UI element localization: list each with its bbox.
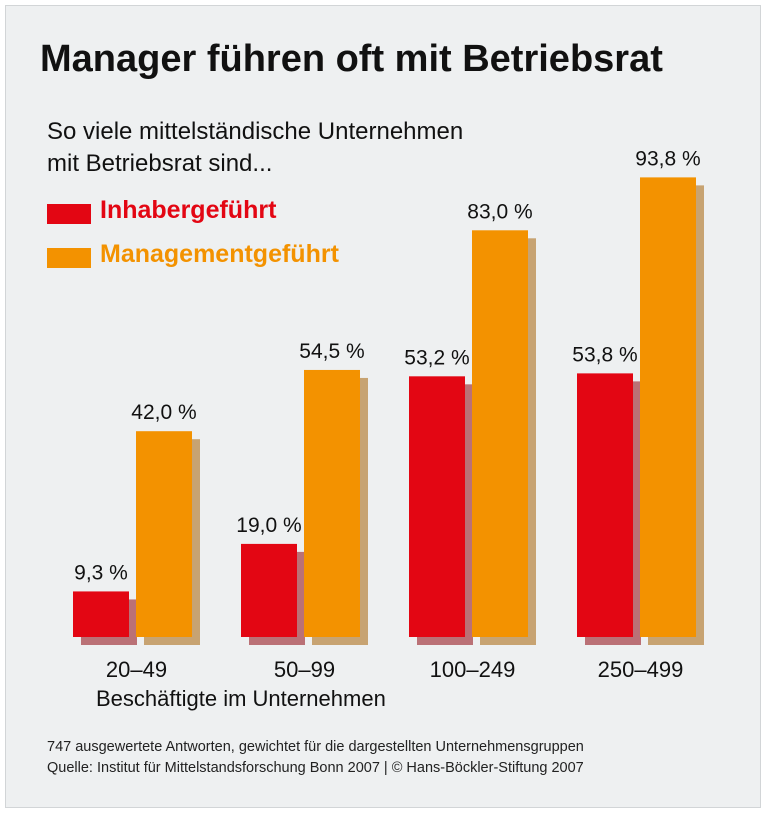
bar-managementgefuehrt <box>136 431 192 637</box>
bar-managementgefuehrt <box>640 177 696 637</box>
data-label: 42,0 % <box>131 401 196 424</box>
data-label: 54,5 % <box>299 340 364 363</box>
bar-inhabergefuehrt <box>241 543 297 637</box>
x-axis-title: Beschäftigte im Unternehmen <box>96 686 386 711</box>
chart-subtitle: So viele mittelständische Unternehmen mi… <box>47 116 463 180</box>
subtitle-line: So viele mittelständische Unternehmen <box>47 118 464 145</box>
footnote: 747 ausgewertete Antworten, gewichtet fü… <box>47 737 584 779</box>
x-tick-label: 50–99 <box>274 657 335 682</box>
legend-swatch-orange <box>47 248 91 268</box>
bar-managementgefuehrt <box>472 230 528 638</box>
data-label: 53,8 % <box>572 343 637 366</box>
x-tick-label: 250–499 <box>598 657 684 682</box>
data-label: 83,0 % <box>467 200 532 223</box>
legend-label: Inhabergeführt <box>100 196 277 224</box>
x-tick-label: 20–49 <box>106 657 167 682</box>
data-label: 19,0 % <box>236 514 301 537</box>
footnote-line: 747 ausgewertete Antworten, gewichtet fü… <box>47 739 584 755</box>
subtitle-line: mit Betriebsrat sind... <box>47 150 273 177</box>
data-label: 53,2 % <box>404 346 469 369</box>
data-label: 9,3 % <box>74 561 128 584</box>
bar-inhabergefuehrt <box>577 373 633 637</box>
legend-label: Managementgeführt <box>100 240 339 268</box>
chart-title: Manager führen oft mit Betriebsrat <box>40 38 663 80</box>
bar-managementgefuehrt <box>304 369 360 637</box>
footnote-line: Quelle: Institut für Mittelstandsforschu… <box>47 760 584 776</box>
bar-inhabergefuehrt <box>73 591 129 637</box>
x-tick-label: 100–249 <box>430 657 516 682</box>
legend-swatch-red <box>47 204 91 224</box>
data-label: 93,8 % <box>635 147 700 170</box>
bar-inhabergefuehrt <box>409 376 465 637</box>
